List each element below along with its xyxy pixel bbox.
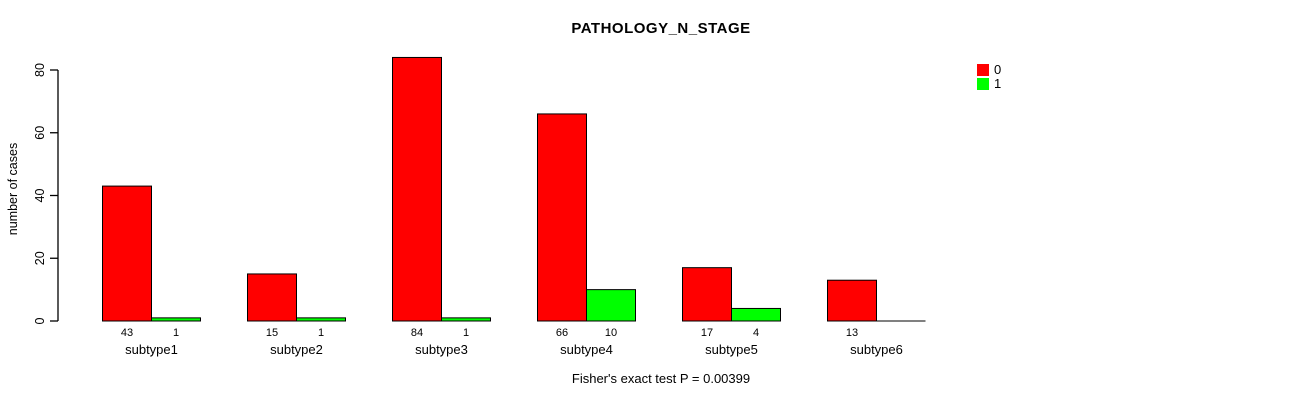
bar-subtype1-series1 xyxy=(151,317,201,322)
legend-swatch-green xyxy=(977,78,989,90)
bar-subtype1-series0 xyxy=(102,185,152,322)
legend-label: 1 xyxy=(994,76,1002,91)
category-label-subtype5: subtype5 xyxy=(705,342,758,357)
category-label-subtype1: subtype1 xyxy=(125,342,178,357)
bar-count-label: 10 xyxy=(605,327,617,339)
y-tick-label: 40 xyxy=(33,189,47,203)
legend-item-1: 1 xyxy=(977,77,1001,91)
legend: 0 1 xyxy=(977,63,1001,91)
y-tick-label: 80 xyxy=(33,63,47,77)
legend-label: 0 xyxy=(994,62,1002,77)
bar-subtype6-series0 xyxy=(827,279,877,322)
category-label-subtype6: subtype6 xyxy=(850,342,903,357)
bar-subtype5-series0 xyxy=(682,267,732,322)
bar-count-label: 66 xyxy=(556,327,568,339)
chart-title: PATHOLOGY_N_STAGE xyxy=(571,20,751,37)
bar-count-label: 84 xyxy=(411,327,423,339)
legend-swatch-red xyxy=(977,64,989,76)
bar-count-label: 1 xyxy=(318,327,324,339)
y-tick-label: 20 xyxy=(33,251,47,265)
bar-count-label: 1 xyxy=(463,327,469,339)
y-tick-label: 0 xyxy=(33,317,47,324)
category-label-subtype4: subtype4 xyxy=(560,342,613,357)
bar-count-label: 15 xyxy=(266,327,278,339)
bar-subtype3-series1 xyxy=(441,317,491,322)
category-label-subtype2: subtype2 xyxy=(270,342,323,357)
bar-subtype2-series1 xyxy=(296,317,346,322)
bar-count-label: 13 xyxy=(846,327,858,339)
bar-subtype5-series1 xyxy=(731,307,781,322)
y-tick-label: 60 xyxy=(33,126,47,140)
bar-subtype2-series0 xyxy=(247,273,297,322)
bar-subtype4-series1 xyxy=(586,289,636,322)
bar-count-label: 17 xyxy=(701,327,713,339)
bar-count-label: 43 xyxy=(121,327,133,339)
category-label-subtype3: subtype3 xyxy=(415,342,468,357)
bar-count-label: 4 xyxy=(753,327,759,339)
fisher-test-caption: Fisher's exact test P = 0.00399 xyxy=(571,371,751,386)
bar-subtype4-series0 xyxy=(537,113,587,322)
bar-subtype3-series0 xyxy=(392,56,442,322)
bar-count-label: 1 xyxy=(173,327,179,339)
legend-item-0: 0 xyxy=(977,63,1001,77)
